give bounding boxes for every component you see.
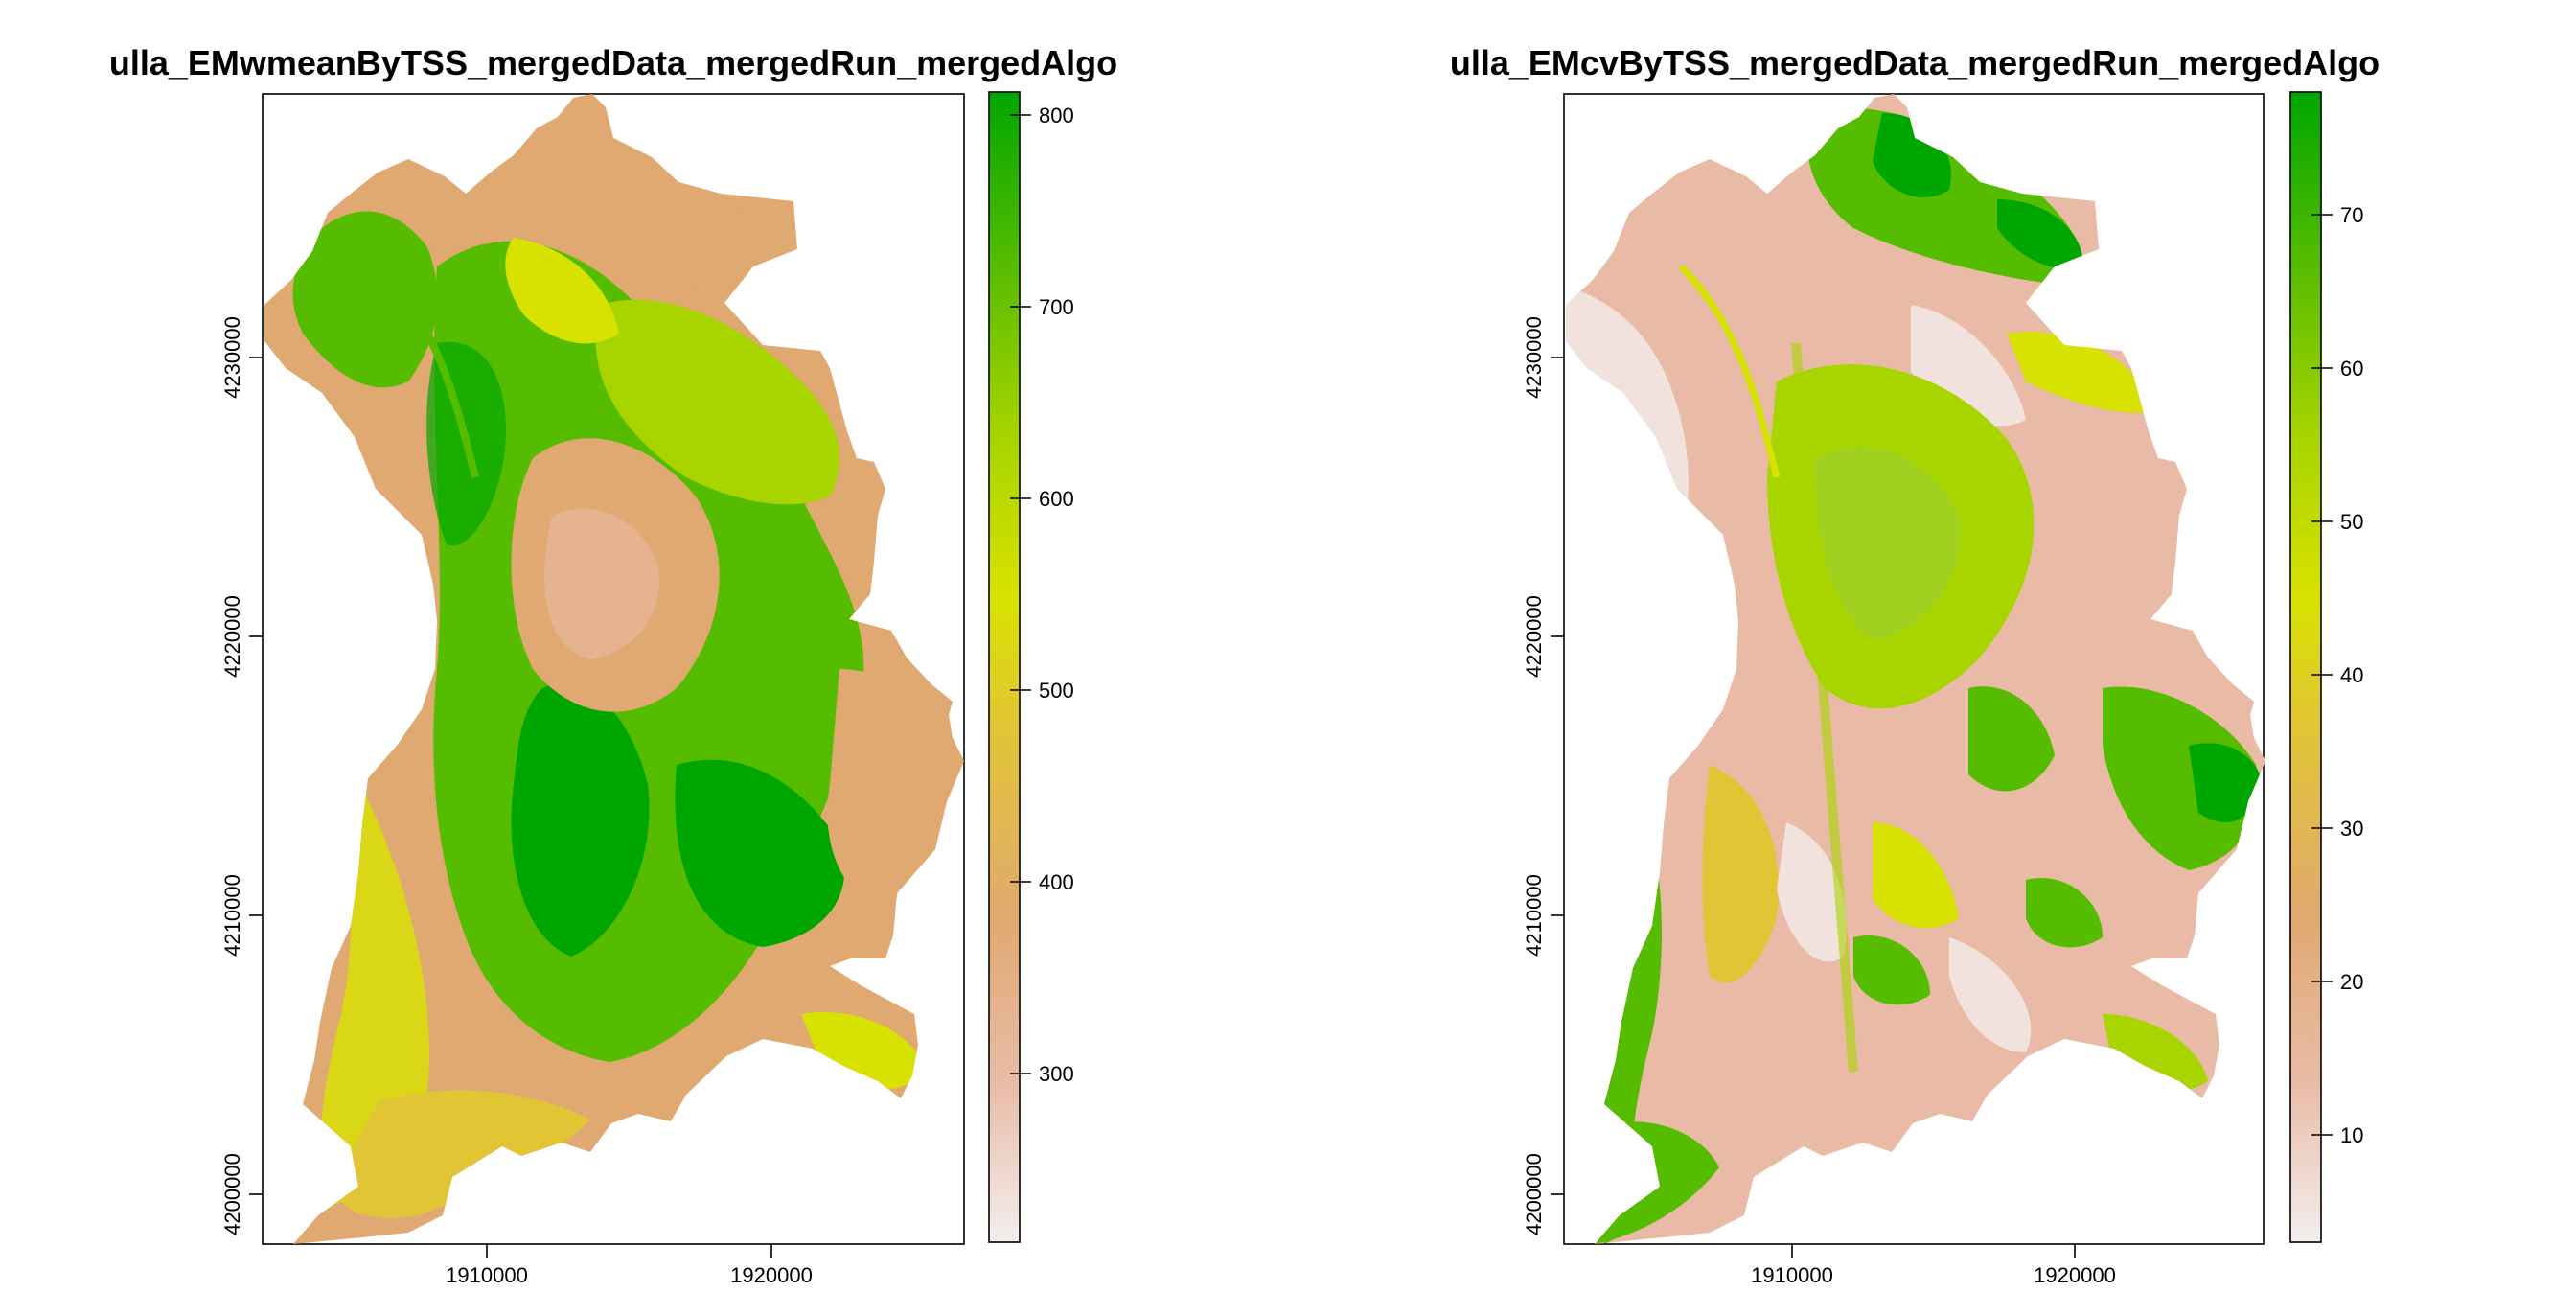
legend-bar: [988, 91, 1021, 1243]
x-axis: 1910000 1920000: [446, 1244, 813, 1287]
x-tick-label: 1920000: [2034, 1263, 2116, 1287]
y-tick-label: 4230000: [220, 316, 244, 399]
color-legend: 70 60 50 40 30 20 10: [2289, 91, 2363, 1243]
panel-title: ulla_EMcvByTSS_mergedData_mergedRun_merg…: [1450, 43, 2380, 82]
legend-tick-label: 50: [2340, 510, 2363, 534]
color-legend: 800 700 600 500 400 300: [988, 91, 1074, 1243]
panel-title: ulla_EMwmeanByTSS_mergedData_mergedRun_m…: [109, 43, 1117, 82]
y-tick-label: 4220000: [1522, 595, 1546, 678]
x-tick-label: 1910000: [446, 1263, 528, 1287]
legend-tick-label: 700: [1039, 295, 1074, 319]
y-tick-label: 4220000: [220, 595, 244, 678]
legend-tick-label: 70: [2340, 203, 2363, 227]
y-tick-label: 4210000: [1522, 874, 1546, 957]
map-raster: [264, 94, 964, 1244]
legend-tick-label: 20: [2340, 970, 2363, 994]
y-tick-label: 4230000: [1522, 316, 1546, 399]
legend-ticks: 70 60 50 40 30 20 10: [2312, 203, 2363, 1147]
y-tick-label: 4200000: [220, 1153, 244, 1235]
x-tick-label: 1910000: [1751, 1263, 1833, 1287]
y-axis: 4230000 4220000 4210000 4200000: [220, 316, 263, 1235]
legend-tick-label: 600: [1039, 487, 1074, 511]
legend-tick-label: 300: [1039, 1062, 1074, 1086]
y-tick-label: 4200000: [1522, 1153, 1546, 1235]
y-axis: 4230000 4220000 4210000 4200000: [1522, 316, 1564, 1235]
map-raster: [1566, 94, 2266, 1244]
legend-tick-label: 10: [2340, 1123, 2363, 1147]
y-tick-label: 4210000: [220, 874, 244, 957]
legend-tick-label: 40: [2340, 663, 2363, 687]
x-tick-label: 1920000: [730, 1263, 813, 1287]
x-axis: 1910000 1920000: [1751, 1244, 2116, 1287]
legend-bar: [2289, 91, 2322, 1243]
panel-cv: ulla_EMcvByTSS_mergedData_mergedRun_merg…: [1450, 43, 2380, 1287]
legend-tick-label: 800: [1039, 104, 1074, 127]
plot-frame: [262, 93, 965, 1245]
legend-tick-label: 60: [2340, 357, 2363, 381]
legend-tick-label: 30: [2340, 817, 2363, 841]
legend-tick-label: 500: [1039, 679, 1074, 703]
legend-ticks: 800 700 600 500 400 300: [1010, 104, 1074, 1086]
plot-frame: [1563, 93, 2265, 1245]
panel-wmean: ulla_EMwmeanByTSS_mergedData_mergedRun_m…: [109, 43, 1117, 1287]
legend-tick-label: 400: [1039, 870, 1074, 894]
